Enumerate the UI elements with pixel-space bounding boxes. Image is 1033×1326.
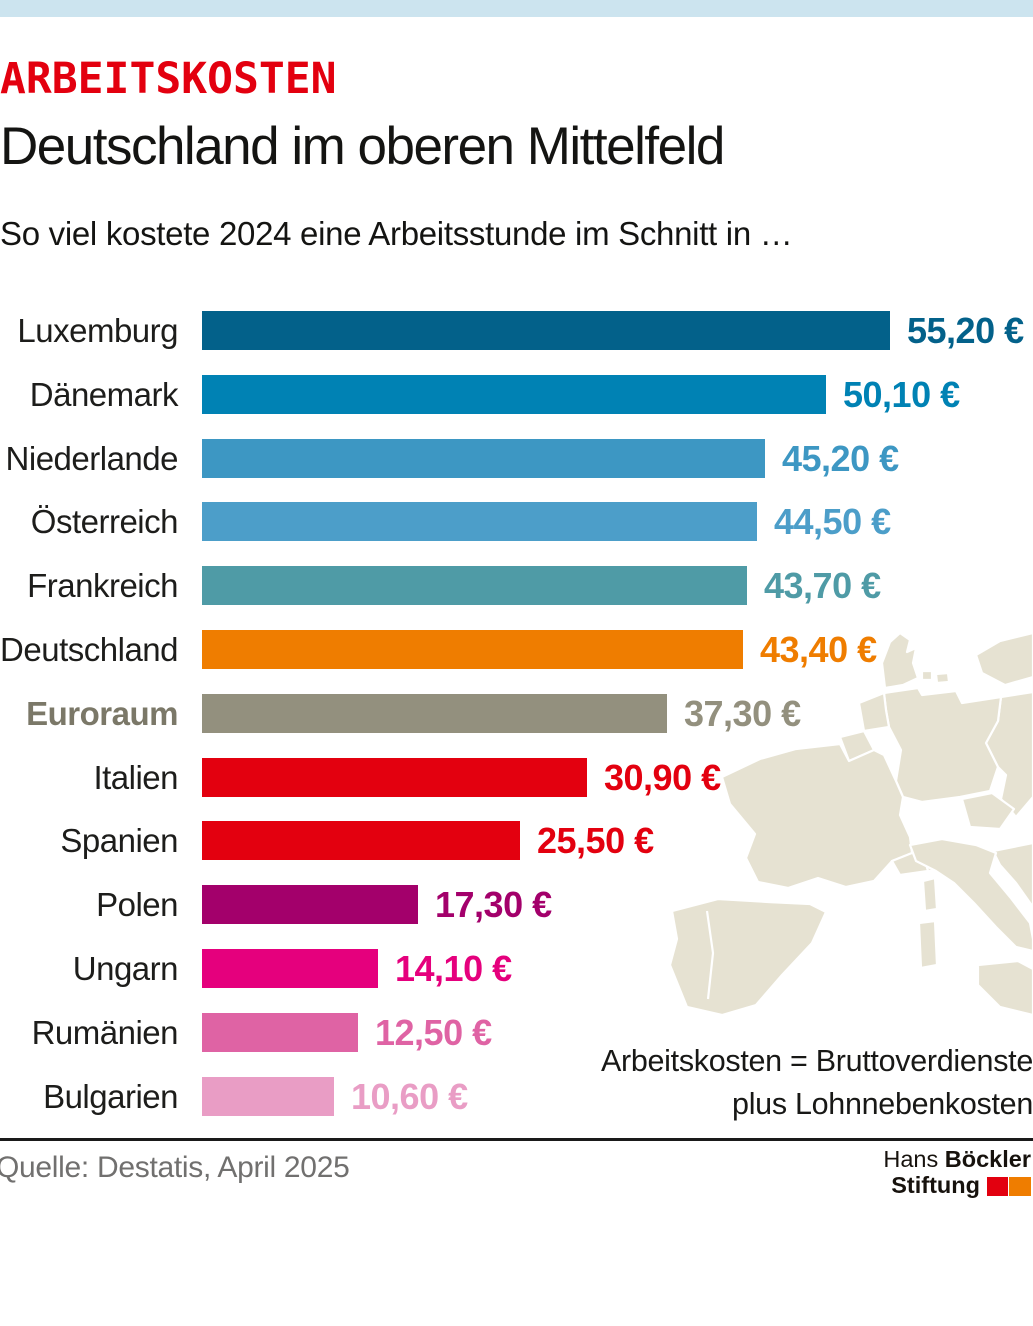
- value-label: 14,10 €: [395, 948, 512, 989]
- map-denmark: [880, 631, 920, 690]
- value-label: 17,30 €: [435, 884, 552, 925]
- country-label: Ungarn: [72, 950, 179, 987]
- value-bar: [202, 758, 587, 797]
- value-bar: [202, 439, 765, 478]
- map-balkans: [991, 841, 1033, 909]
- logo-line1: Hans Böckler: [883, 1146, 1031, 1172]
- chart-subtitle: So viel kostete 2024 eine Arbeitsstunde …: [0, 215, 793, 252]
- value-bar: [202, 630, 743, 669]
- map-netherlands: [857, 691, 891, 733]
- country-label: Deutschland: [0, 631, 178, 668]
- annotation-line1: Arbeitskosten = Bruttoverdienste: [600, 1044, 1033, 1078]
- country-label: Polen: [96, 886, 178, 923]
- annotation: Arbeitskosten = Bruttoverdienste plus Lo…: [601, 1040, 1033, 1126]
- value-bar: [202, 949, 378, 988]
- value-bar: [202, 311, 890, 350]
- map-danish-island: [920, 669, 934, 682]
- chart-row: Niederlande 45,20 €: [0, 438, 1033, 479]
- country-label: Italien: [93, 759, 178, 796]
- logo-red-square-icon: [987, 1176, 1008, 1196]
- map-italy: [908, 837, 1033, 953]
- map-danish-island: [934, 671, 951, 685]
- country-label: Spanien: [60, 822, 178, 859]
- country-label: Frankreich: [27, 567, 178, 604]
- value-label: 12,50 €: [375, 1012, 492, 1053]
- value-bar: [202, 694, 667, 733]
- map-scandinavia: [974, 631, 1033, 687]
- chart-row: Polen 17,30 €: [0, 884, 1033, 925]
- page-title: Deutschland im oberen Mittelfeld: [0, 117, 725, 176]
- chart-row: Rumänien 12,50 €: [0, 1012, 1033, 1053]
- value-label: 55,20 €: [907, 310, 1024, 351]
- logo-stiftung: Stiftung: [891, 1172, 980, 1198]
- value-label: 25,50 €: [537, 820, 654, 861]
- chart-row: Spanien 25,50 €: [0, 820, 1033, 861]
- logo-orange-square-icon: [1009, 1176, 1031, 1196]
- logo-line2: Stiftung: [883, 1172, 1031, 1198]
- logo-boeckler: Böckler: [944, 1146, 1031, 1172]
- chart-row: Bulgarien 10,60 €: [0, 1076, 1033, 1117]
- value-label: 50,10 €: [843, 374, 960, 415]
- chart-row: Österreich 44,50 €: [0, 501, 1033, 542]
- country-label: Bulgarien: [43, 1078, 178, 1115]
- map-portugal-border: [705, 910, 715, 1000]
- map-sicily: [976, 959, 1033, 1017]
- chart-row: Luxemburg 55,20 €: [0, 310, 1033, 351]
- map-czechia: [960, 791, 1016, 831]
- chart-row: Italien 30,90 €: [0, 757, 1033, 798]
- value-bar: [202, 885, 418, 924]
- country-label: Rumänien: [31, 1014, 179, 1051]
- value-bar: [202, 566, 747, 605]
- country-label: Österreich: [30, 503, 179, 540]
- country-label: Niederlande: [5, 440, 179, 477]
- country-label: Euroraum: [26, 695, 178, 732]
- value-bar: [202, 821, 520, 860]
- value-label: 44,50 €: [774, 501, 891, 542]
- map-germany: [882, 686, 1003, 804]
- source-note: Quelle: Destatis, April 2025: [0, 1151, 350, 1184]
- value-label: 30,90 €: [604, 757, 721, 798]
- chart-row: Deutschland 43,40 €: [0, 629, 1033, 670]
- top-accent-strip: [0, 0, 1033, 17]
- value-bar: [202, 502, 757, 541]
- chart-row: Euroraum 37,30 €: [0, 693, 1033, 734]
- map-corsica: [921, 876, 939, 913]
- value-bar: [202, 1077, 334, 1116]
- value-label: 43,70 €: [764, 565, 881, 606]
- value-label: 45,20 €: [782, 438, 899, 479]
- logo-hans: Hans: [883, 1146, 939, 1172]
- annotation-line2: plus Lohnnebenkosten: [732, 1087, 1033, 1121]
- chart-row: Frankreich 43,70 €: [0, 565, 1033, 606]
- kicker: ARBEITSKOSTEN: [0, 54, 337, 104]
- value-label: 43,40 €: [760, 629, 877, 670]
- europe-map-svg: [668, 631, 1033, 1017]
- country-label: Luxemburg: [17, 312, 178, 349]
- value-bar: [202, 1013, 358, 1052]
- chart-row: Dänemark 50,10 €: [0, 374, 1033, 415]
- value-label: 10,60 €: [351, 1076, 468, 1117]
- value-label: 37,30 €: [684, 693, 801, 734]
- europe-map: [660, 545, 1033, 1125]
- hans-boeckler-stiftung-logo: Hans Böckler Stiftung: [883, 1146, 1031, 1198]
- country-label: Dänemark: [29, 376, 179, 413]
- map-sardinia: [917, 919, 939, 970]
- chart-row: Ungarn 14,10 €: [0, 948, 1033, 989]
- footer-divider: [0, 1138, 1033, 1141]
- value-bar: [202, 375, 826, 414]
